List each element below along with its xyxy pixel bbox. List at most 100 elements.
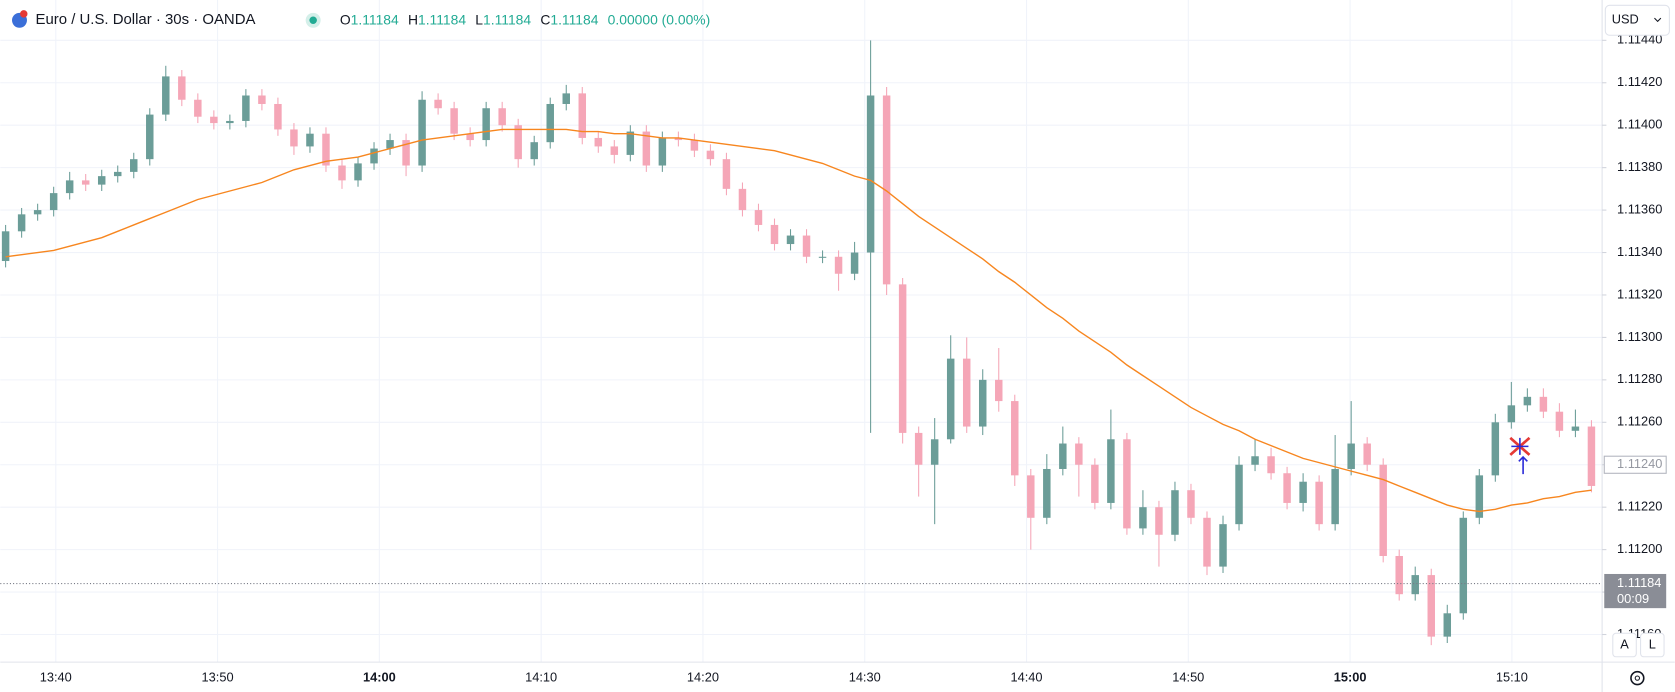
candle-body <box>1219 524 1227 567</box>
candle-body <box>995 379 1003 402</box>
y-tick-label: 1.11200 <box>1617 541 1662 556</box>
candle-body <box>898 284 907 433</box>
log-button[interactable] <box>1640 632 1665 658</box>
gear-icon[interactable] <box>1630 670 1645 686</box>
x-tick-label: 15:00 <box>1334 670 1367 685</box>
ohlc-value: 1.11184 <box>550 11 598 27</box>
candle-body <box>1443 613 1452 637</box>
ohlc-value: 1.11184 <box>351 11 399 27</box>
x-tick-label: 13:50 <box>202 670 234 685</box>
candle-body <box>466 133 474 141</box>
log-label[interactable]: L <box>1649 636 1656 651</box>
crosshair-cursor <box>1511 437 1529 455</box>
candle-body <box>1123 439 1131 529</box>
candle-body <box>33 210 42 215</box>
candle-body <box>258 95 266 104</box>
candle-body <box>530 142 538 160</box>
y-tick-label: 1.11360 <box>1617 201 1662 216</box>
candle-body <box>242 95 250 121</box>
candle-body <box>962 358 971 427</box>
candle-body <box>1011 401 1019 476</box>
auto-button[interactable] <box>1612 632 1637 658</box>
dropdown-arrow <box>1654 17 1662 23</box>
symbol-title[interactable]: Euro / U.S. Dollar · 30s · OANDA <box>36 11 256 28</box>
candle-body <box>1427 575 1435 637</box>
y-tick-label: 1.11380 <box>1617 159 1662 174</box>
candle-body <box>1523 396 1532 406</box>
currency-dropdown[interactable]: USD <box>1604 4 1670 36</box>
plot <box>0 40 1603 646</box>
candle-body <box>626 131 635 155</box>
arrow <box>1518 455 1528 475</box>
candle-body <box>786 235 795 245</box>
candle-body <box>402 140 410 166</box>
candle-body <box>1043 468 1051 518</box>
candle-body <box>226 120 234 124</box>
candle-body <box>1075 443 1083 465</box>
candle-body <box>930 439 939 465</box>
candle-body <box>562 93 570 104</box>
x-tick-label: 14:00 <box>363 670 396 685</box>
candle-body <box>354 163 362 181</box>
candle-body <box>1027 475 1035 518</box>
ohlc-key: L <box>475 11 483 27</box>
cursor-marker <box>1509 436 1531 475</box>
y-tick-label: 1.11220 <box>1617 499 1662 514</box>
scale-buttons[interactable]: A L <box>1612 632 1665 658</box>
candle-body <box>498 108 506 126</box>
candle-body <box>1507 405 1516 423</box>
time-axis: 13:40 13:50 14:00 14:10 14:20 14:30 14:40 14:50… <box>40 670 1528 685</box>
last-price-badge <box>1604 573 1667 609</box>
legend-header: Euro / U.S. Dollar · 30s · OANDA O1.1118… <box>12 10 710 28</box>
candle-body <box>818 256 827 258</box>
status-dot <box>309 16 317 25</box>
y-tick-label: 1.11280 <box>1617 371 1662 386</box>
candle-body <box>802 235 811 257</box>
candle-body <box>1187 490 1195 518</box>
candle-body <box>1203 517 1211 567</box>
candle-body <box>1155 507 1163 535</box>
ohlc-values: O1.11184 H1.11184 L1.11184 C1.11184 0.00… <box>340 11 710 27</box>
x-tick-label: 14:50 <box>1172 670 1204 685</box>
candle-body <box>1331 468 1339 525</box>
candle-body <box>322 133 330 166</box>
candle-body <box>1411 575 1419 595</box>
ohlc-value: 1.11184 <box>483 11 531 27</box>
candle-body <box>130 159 138 172</box>
auto-label[interactable]: A <box>1620 636 1629 651</box>
candle-body <box>97 176 106 185</box>
candle-body <box>882 95 891 285</box>
candle-body <box>194 99 202 117</box>
candle-body <box>1539 396 1548 412</box>
candle-body <box>578 93 587 138</box>
candle-body <box>658 137 667 166</box>
x-tick-label: 15:10 <box>1496 670 1528 685</box>
candle-body <box>1283 473 1291 503</box>
candle-body <box>81 180 90 185</box>
countdown: 00:09 <box>1617 591 1649 606</box>
candle-body <box>1 231 10 262</box>
candle-body <box>1587 426 1596 486</box>
candle-body <box>162 76 170 115</box>
symbol-icon <box>20 10 28 18</box>
candle-body <box>594 137 603 147</box>
y-tick-label: 1.11260 <box>1617 414 1662 429</box>
candle-body <box>770 224 779 245</box>
candle-body <box>1059 443 1067 469</box>
candle-body <box>1091 464 1099 503</box>
ohlc-key: C <box>540 11 550 27</box>
candle-body <box>610 146 619 155</box>
x-tick-label: 14:30 <box>849 670 881 685</box>
candle-body <box>1107 439 1115 503</box>
x-tick-label: 14:20 <box>687 670 719 685</box>
dropdown-box[interactable] <box>1604 4 1670 36</box>
change: 0.00000 (0.00%) <box>608 11 711 27</box>
candle-body <box>706 150 715 160</box>
currency-label[interactable]: USD <box>1612 12 1639 27</box>
candle-body <box>978 379 987 427</box>
settings-button[interactable] <box>1630 670 1645 686</box>
candle-body <box>1395 555 1403 595</box>
